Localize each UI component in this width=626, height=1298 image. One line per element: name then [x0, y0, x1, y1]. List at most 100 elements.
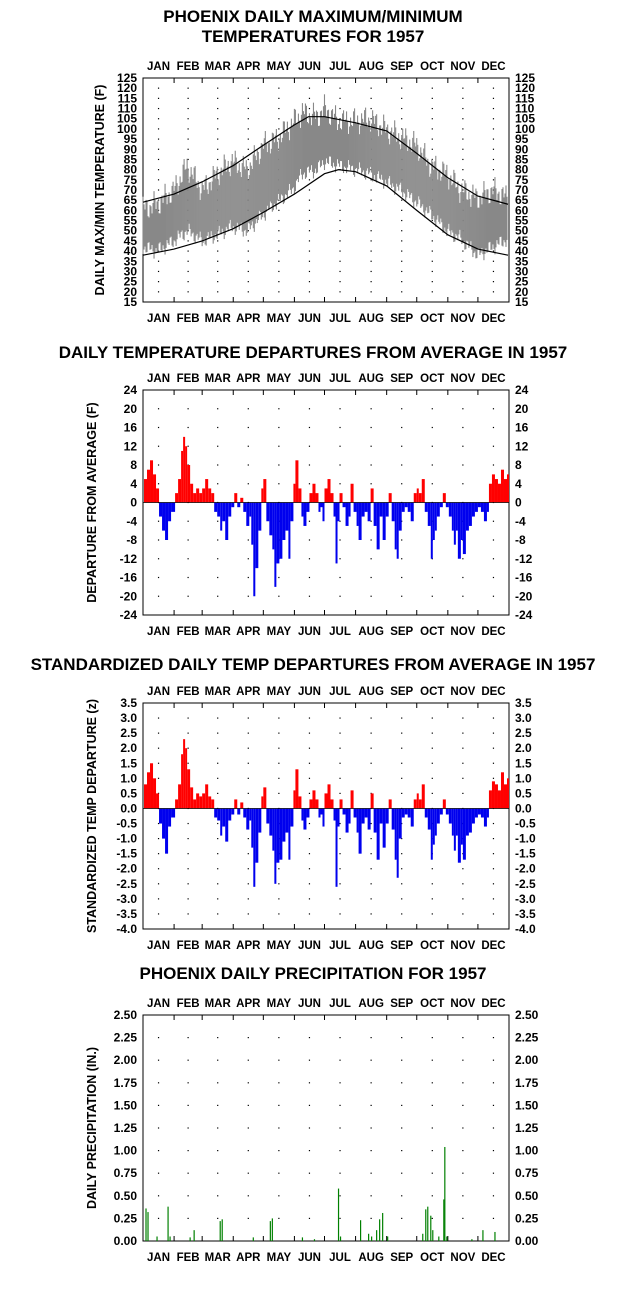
departure-bar [315, 799, 319, 809]
departure-bar [358, 502, 362, 540]
grid-dot [339, 281, 341, 283]
grid-dot [401, 1172, 403, 1174]
grid-dot [401, 576, 403, 579]
y-tick-label-right: -12 [515, 552, 533, 566]
departure-bar [272, 502, 275, 550]
month-label-bottom: AUG [358, 626, 384, 638]
departure-bar [255, 502, 259, 569]
chart-3-title: STANDARDIZED DAILY TEMP DEPARTURES FROM … [30, 655, 596, 674]
grid-dot [431, 483, 433, 485]
departure-bar [251, 502, 254, 545]
grid-dot [278, 762, 280, 764]
grid-dot [431, 732, 433, 734]
departure-bar [309, 493, 313, 503]
y-tick-label-right: -3.0 [515, 892, 536, 906]
departure-bar [196, 488, 200, 503]
grid-dot [401, 445, 403, 447]
y-tick-label-right: 100 [515, 122, 535, 136]
departure-bar [306, 808, 310, 818]
grid-dot [370, 118, 372, 120]
departure-bar [178, 479, 182, 503]
grid-dot [339, 189, 341, 191]
y-tick-label-left: 4 [130, 477, 137, 491]
departure-bar [457, 502, 461, 559]
departure-bar [211, 799, 215, 809]
grid-dot [157, 717, 160, 719]
grid-dot [157, 291, 160, 293]
grid-dot [431, 1037, 433, 1039]
departure-bar [306, 502, 310, 512]
y-axis-label: DAILY MAX/MIN TEMPERATURE (F) [93, 85, 107, 296]
grid-dot [247, 777, 249, 779]
month-label-top: APR [236, 61, 261, 73]
departure-bar [398, 808, 402, 839]
grid-dot [492, 97, 495, 99]
grid-dot [157, 1104, 160, 1106]
month-label-bottom: NOV [450, 313, 475, 325]
month-label-top: JAN [147, 998, 170, 1010]
departure-bar [217, 808, 221, 821]
grid-dot [462, 483, 464, 485]
grid-dot [187, 270, 189, 273]
y-tick-label-right: 0.50 [515, 1189, 539, 1203]
month-label-bottom: SEP [390, 1252, 413, 1264]
departure-bar [345, 502, 349, 526]
y-tick-label-left: 115 [118, 91, 138, 105]
grid-dot [370, 717, 372, 719]
departure-bar [266, 502, 270, 522]
departure-bar [144, 479, 148, 503]
departure-bar [480, 808, 484, 818]
grid-dot [492, 1195, 495, 1197]
departure-bar [295, 460, 299, 503]
grid-dot [187, 539, 189, 541]
grid-dot [401, 853, 403, 855]
grid-dot [157, 1217, 160, 1219]
grid-dot [339, 1127, 341, 1129]
grid-dot [308, 408, 311, 410]
grid-dot [339, 408, 341, 410]
month-label-bottom: NOV [450, 940, 475, 952]
grid-dot [339, 1037, 341, 1039]
y-tick-label-right: 4 [515, 477, 522, 491]
grid-dot [217, 240, 219, 242]
grid-dot [247, 1150, 249, 1152]
grid-dot [401, 240, 403, 242]
grid-dot [462, 138, 464, 140]
month-label-bottom: DEC [481, 1252, 505, 1264]
grid-dot [187, 1059, 189, 1061]
grid-dot [462, 189, 464, 191]
grid-dot [431, 408, 433, 410]
departure-bar [168, 502, 172, 522]
grid-dot [247, 838, 249, 840]
departure-bar [432, 502, 435, 540]
y-tick-label-left: -4 [126, 514, 137, 528]
departure-bar [187, 465, 191, 503]
month-label-top: JUL [329, 998, 351, 1010]
grid-dot [217, 1150, 219, 1152]
month-label-bottom: FEB [177, 626, 200, 638]
grid-dot [339, 717, 341, 719]
grid-dot [401, 1082, 403, 1084]
y-tick-label-right: -2.0 [515, 862, 536, 876]
departure-bar [488, 790, 492, 809]
departure-bar [445, 808, 449, 815]
month-label-bottom: JUL [329, 313, 351, 325]
grid-dot [431, 898, 433, 900]
grid-dot [339, 868, 341, 870]
grid-dot [278, 898, 280, 900]
departure-bar [345, 808, 349, 833]
departure-bar [418, 799, 422, 809]
month-label-bottom: NOV [450, 1252, 475, 1264]
y-tick-label-left: 65 [124, 193, 138, 207]
y-tick-label-left: 45 [124, 234, 138, 248]
month-label-bottom: MAY [267, 626, 292, 638]
departure-bar [249, 502, 252, 517]
grid-dot [157, 576, 160, 579]
departure-bar [171, 808, 176, 818]
grid-dot [431, 1127, 433, 1129]
y-tick-label-right: 65 [515, 193, 529, 207]
y-tick-label-right: 115 [515, 91, 535, 105]
grid-dot [308, 838, 311, 840]
month-label-top: JAN [147, 686, 170, 698]
grid-dot [339, 118, 341, 120]
